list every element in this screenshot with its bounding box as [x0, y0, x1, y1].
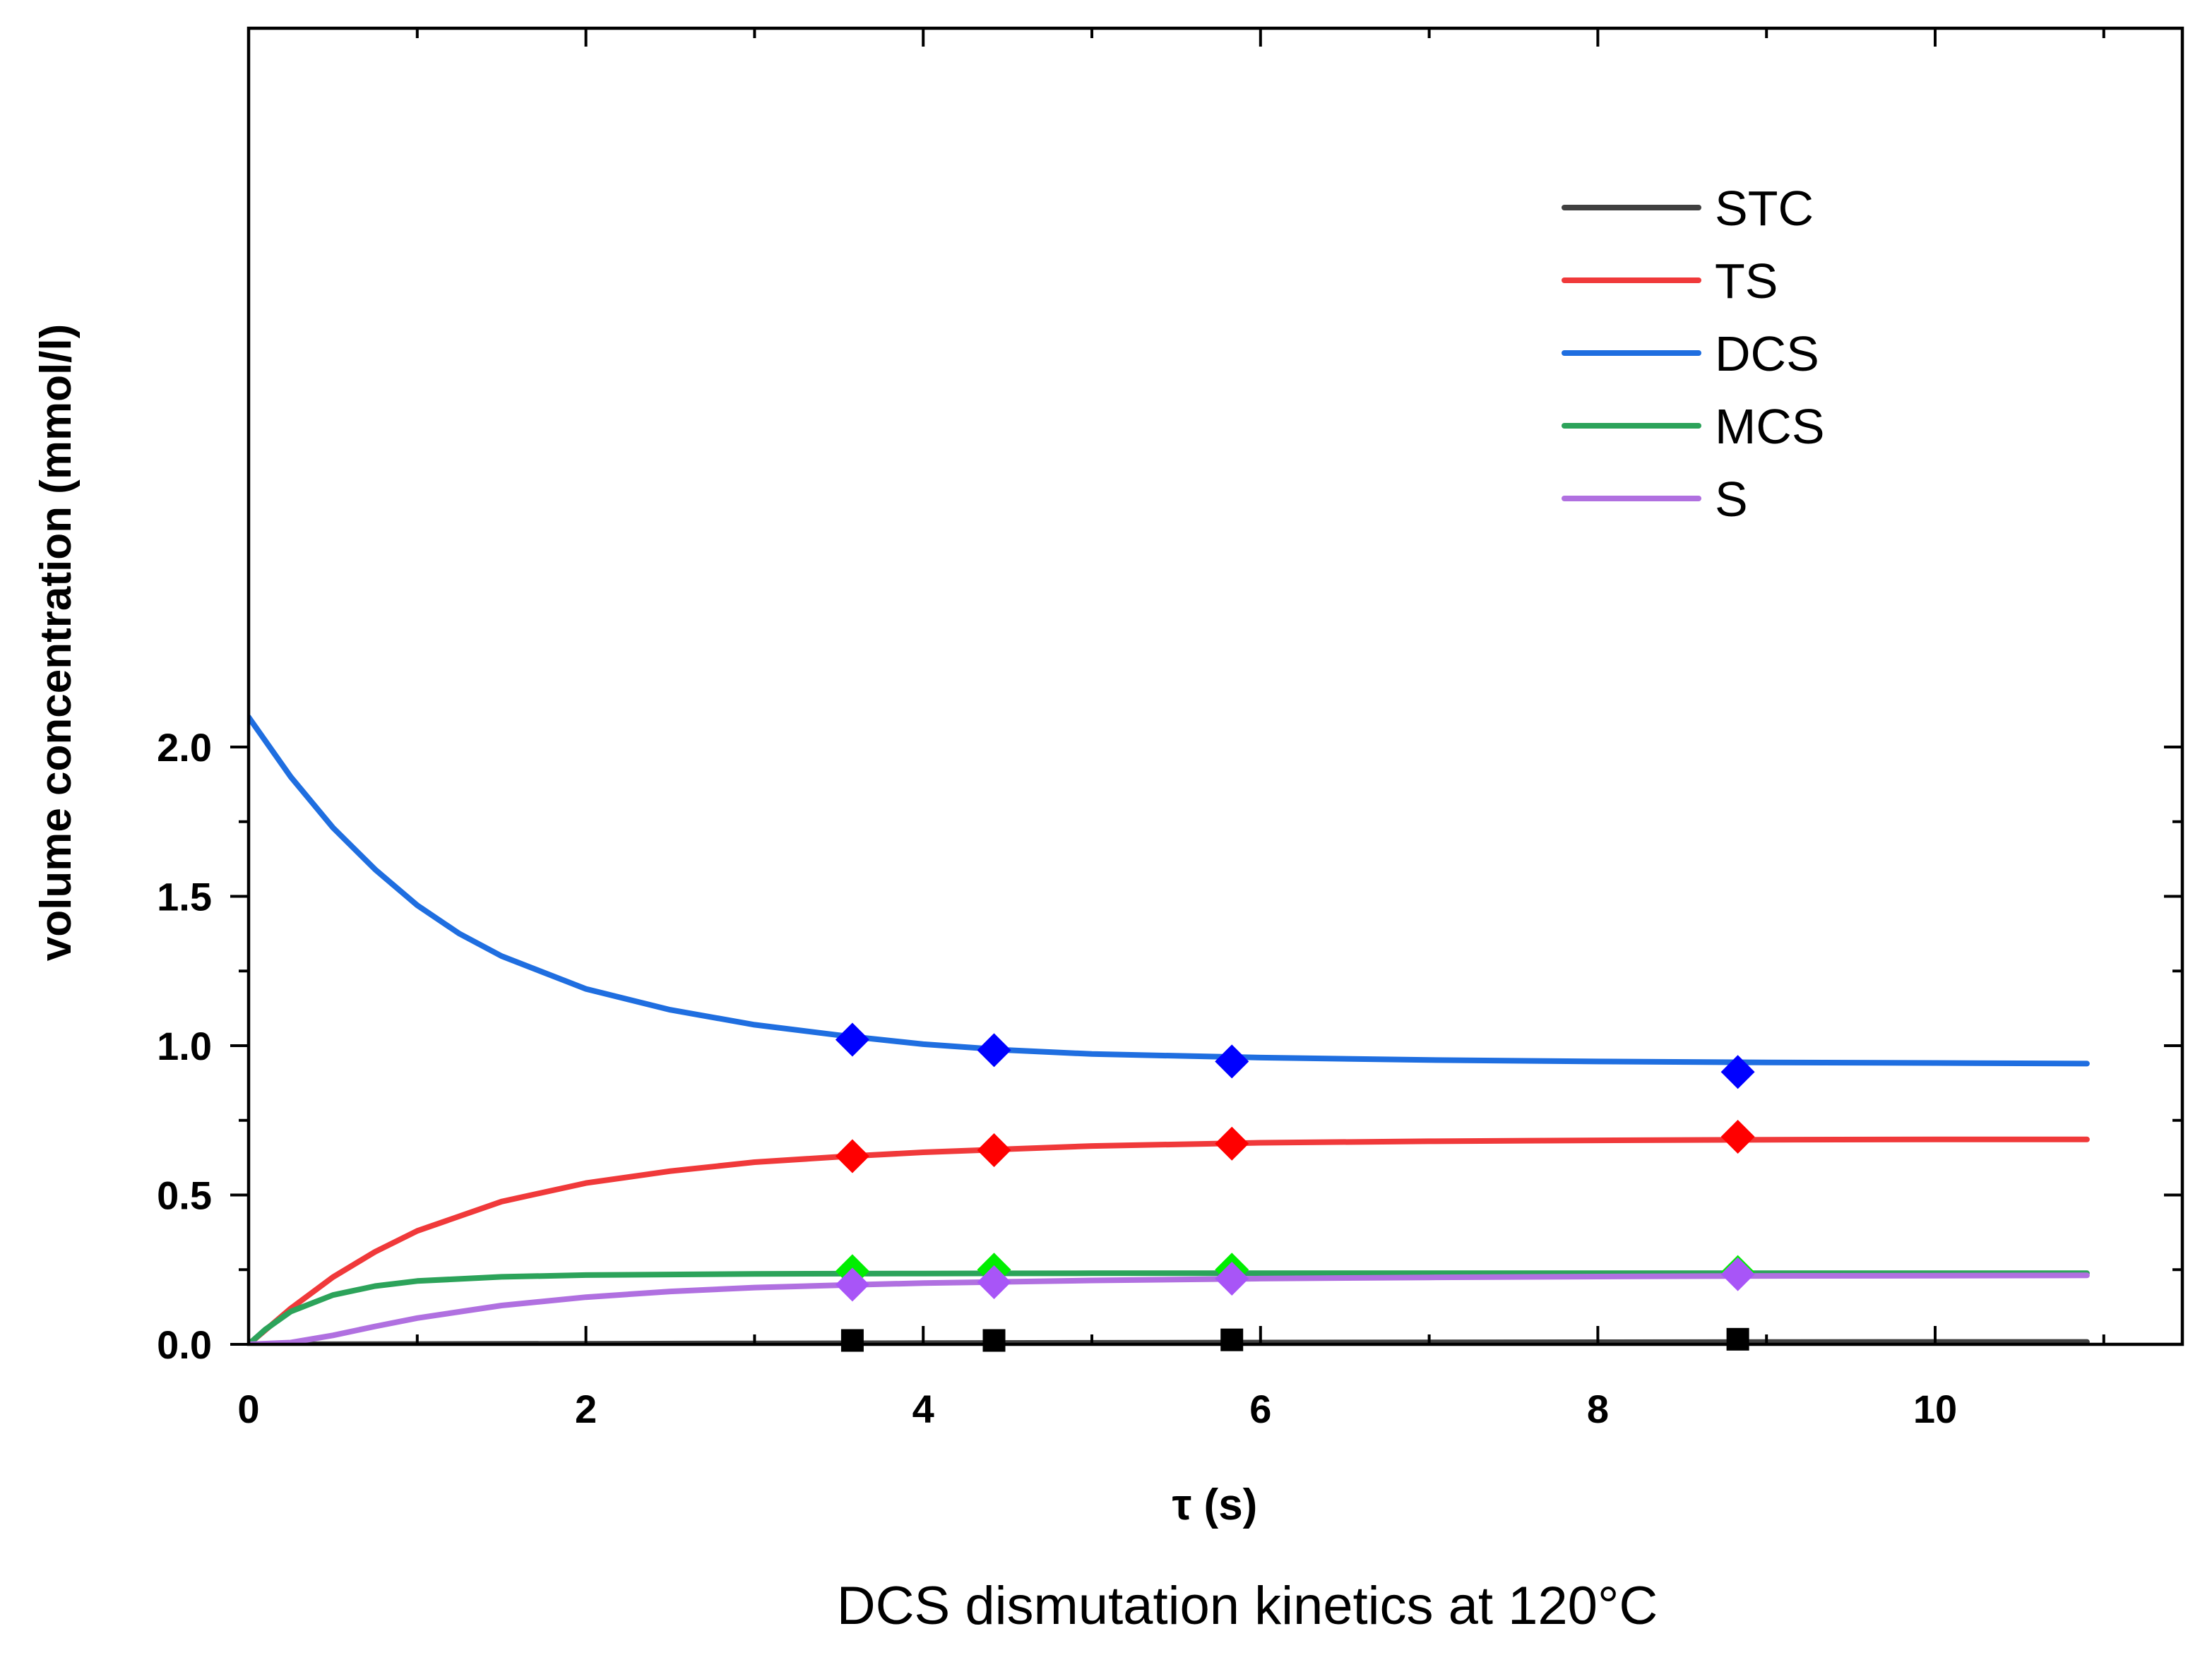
- y-tick-label: 0.0: [157, 1322, 212, 1367]
- x-tick-label: 0: [237, 1387, 259, 1431]
- y-tick-label: 1.0: [157, 1024, 212, 1068]
- legend-label-ts: TS: [1715, 253, 1778, 309]
- data-point-stc: [840, 1329, 864, 1352]
- x-tick-label: 4: [912, 1387, 934, 1431]
- x-tick-label: 10: [1913, 1387, 1957, 1431]
- x-tick-label: 8: [1587, 1387, 1609, 1431]
- data-point-stc: [1726, 1327, 1749, 1351]
- series-markers: [835, 1022, 1755, 1352]
- data-point-s: [1215, 1261, 1249, 1296]
- axis-ticks: [230, 28, 2182, 1346]
- legend-label-s: S: [1715, 472, 1748, 527]
- legend-label-dcs: DCS: [1715, 326, 1819, 381]
- data-point-s: [977, 1265, 1011, 1300]
- y-tick-label: 1.5: [157, 875, 212, 919]
- data-point-dcs: [1215, 1044, 1249, 1079]
- y-axis-title: volume concentration (mmol/l): [32, 324, 81, 962]
- data-point-stc: [982, 1329, 1006, 1352]
- data-point-dcs: [977, 1033, 1011, 1068]
- legend-label-mcs: MCS: [1715, 399, 1825, 454]
- data-point-ts: [1720, 1120, 1755, 1154]
- x-tick-label: 2: [575, 1387, 597, 1431]
- data-point-dcs: [835, 1022, 869, 1057]
- legend: STC TS DCS MCS S: [1562, 181, 1825, 527]
- plot-frame: [246, 26, 2184, 1346]
- data-point-s: [835, 1267, 869, 1302]
- series-line-ts: [249, 1136, 2090, 1344]
- series-line-mcs: [249, 1270, 2090, 1344]
- series-line-s: [249, 1272, 2090, 1344]
- series-line-dcs: [249, 714, 2090, 1067]
- data-point-ts: [1215, 1126, 1249, 1161]
- data-point-dcs: [1720, 1055, 1755, 1089]
- x-tick-label: 6: [1249, 1387, 1271, 1431]
- data-point-s: [1720, 1257, 1755, 1291]
- axis-tick-labels: 0 2 4 6 8 10 0.0 0.5 1.0 1.5 2.0: [157, 725, 1957, 1431]
- data-point-ts: [977, 1133, 1011, 1168]
- legend-label-stc: STC: [1715, 181, 1814, 236]
- y-tick-label: 0.5: [157, 1173, 212, 1218]
- y-tick-label: 2.0: [157, 725, 212, 770]
- data-point-ts: [835, 1139, 869, 1173]
- x-axis-title: τ (s): [1172, 1481, 1258, 1529]
- chart-caption: DCS dismutation kinetics at 120°C: [837, 1576, 1658, 1636]
- data-point-stc: [1220, 1328, 1244, 1351]
